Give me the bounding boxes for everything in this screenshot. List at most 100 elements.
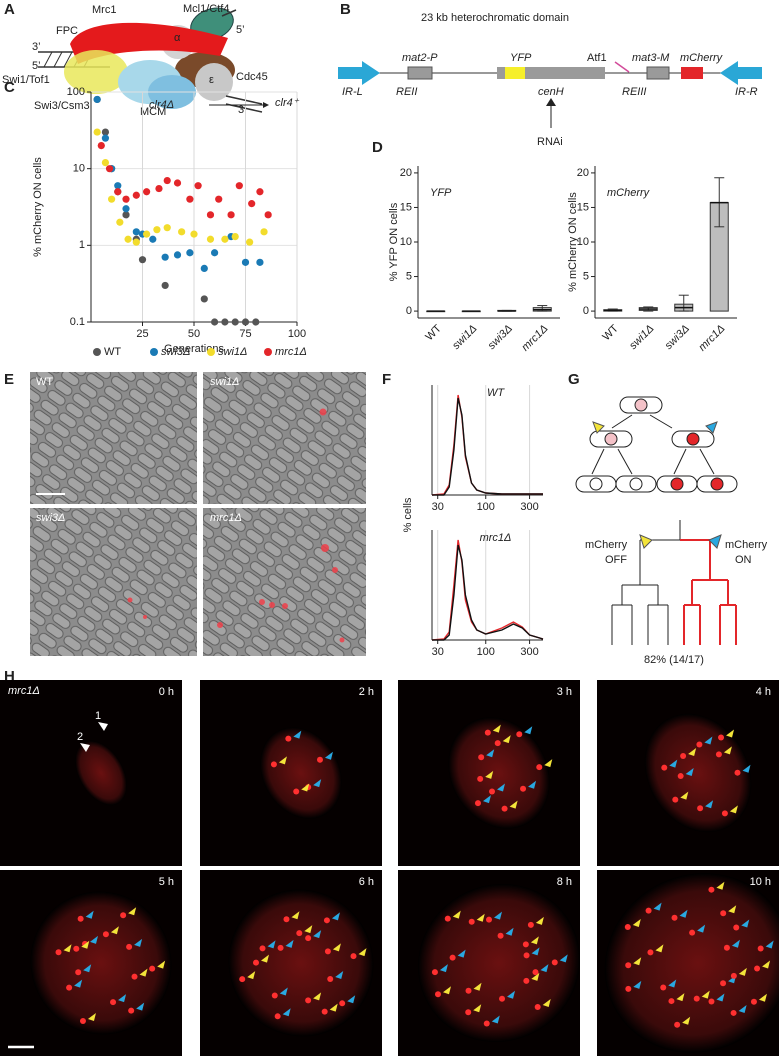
x-tick-label: 300 — [520, 501, 538, 513]
red-cell — [79, 1017, 86, 1024]
data-point — [163, 176, 171, 185]
data-point — [101, 158, 110, 167]
arrowhead — [74, 979, 83, 988]
arrowhead — [439, 964, 448, 973]
time-label: 3 h — [557, 686, 572, 698]
red-cell — [647, 949, 654, 956]
label: IR-L — [342, 86, 363, 98]
y-tick-label: 20 — [577, 167, 589, 179]
arrowhead — [347, 995, 356, 1004]
x-tick-label: swi1Δ — [450, 323, 479, 352]
red-cell — [499, 995, 506, 1002]
data-point — [252, 318, 260, 326]
red-cell — [465, 1009, 472, 1016]
arrowhead — [540, 964, 549, 973]
label: swi3Δ — [36, 512, 65, 524]
data-point — [256, 258, 264, 266]
y-tick-label: 100 — [67, 86, 85, 98]
red-cell — [253, 959, 260, 966]
arrowhead — [704, 736, 713, 745]
arrowhead — [485, 770, 494, 779]
red-cell — [465, 987, 472, 994]
red-cell — [516, 731, 523, 738]
data-point — [231, 318, 239, 326]
arrowhead — [247, 971, 256, 980]
arrowhead — [81, 940, 90, 949]
red-cell — [680, 752, 687, 759]
red-cell — [327, 976, 334, 983]
arrowhead — [723, 746, 732, 755]
colony — [228, 889, 374, 1037]
label: ON — [735, 554, 752, 566]
arrowhead — [559, 954, 568, 963]
data-point — [211, 318, 219, 326]
panel-letter: F — [382, 371, 391, 388]
data-point — [221, 318, 229, 326]
label: Atf1 — [587, 52, 607, 64]
arrowhead — [729, 805, 738, 814]
time-label: 5 h — [159, 876, 174, 888]
arrowhead — [505, 927, 514, 936]
arrowhead — [291, 911, 300, 920]
arrowhead — [63, 944, 72, 953]
time-label: 2 h — [359, 686, 374, 698]
red-cell — [501, 805, 508, 812]
x-tick-label: 100 — [477, 501, 495, 513]
data-point — [101, 128, 110, 136]
label: 5’ — [32, 60, 41, 72]
data-point — [143, 188, 151, 196]
label: mat3-M — [632, 52, 670, 64]
arrowhead — [335, 971, 344, 980]
red-cell — [271, 992, 278, 999]
x-tick-label: 30 — [432, 646, 444, 658]
label: α — [174, 32, 181, 44]
data-point — [143, 230, 151, 238]
red-cell — [449, 954, 456, 961]
arrowhead — [633, 980, 642, 989]
red-cell — [494, 740, 501, 747]
red-cell — [321, 1008, 328, 1015]
label: mrc1Δ — [210, 512, 242, 524]
arrowhead — [332, 943, 341, 952]
x-tick-label: 100 — [477, 646, 495, 658]
data-point — [101, 134, 110, 142]
arrowhead — [83, 964, 92, 973]
arrowhead — [524, 726, 533, 735]
red-cell — [478, 754, 485, 761]
red-cell — [486, 916, 493, 923]
colony — [75, 740, 127, 806]
annotation-arrow — [263, 102, 269, 108]
chart-title: mrc1Δ — [480, 532, 512, 544]
red-cell — [693, 995, 700, 1002]
arrowhead — [528, 780, 537, 789]
red-cell — [270, 761, 277, 768]
arrowhead — [742, 764, 751, 773]
red-cell — [316, 756, 323, 763]
y-tick-label: 0 — [583, 305, 589, 317]
arrowhead — [492, 724, 501, 733]
arrowhead — [507, 990, 516, 999]
red-cell — [259, 945, 266, 952]
data-point — [114, 182, 122, 190]
legend-label: WT — [104, 346, 121, 358]
x-tick-label: mrc1Δ — [519, 323, 550, 354]
arrowhead — [285, 939, 294, 948]
label: REIII — [622, 86, 646, 98]
data-point — [173, 179, 182, 187]
red-cell — [730, 1009, 737, 1016]
y-tick-label: 10 — [73, 163, 85, 175]
red-cell — [624, 923, 631, 930]
red-cell — [645, 907, 652, 914]
arrowhead — [758, 993, 767, 1002]
red-cell — [723, 944, 730, 951]
label: OFF — [605, 554, 627, 566]
x-tick-label: 100 — [288, 328, 306, 340]
red-cell — [677, 773, 684, 780]
data-point — [114, 188, 122, 196]
arrowhead — [139, 968, 148, 977]
data-point — [190, 230, 198, 238]
inner-label: YFP — [430, 187, 452, 199]
data-point — [163, 224, 171, 232]
red-cell — [131, 973, 138, 980]
arrowhead — [476, 913, 485, 922]
